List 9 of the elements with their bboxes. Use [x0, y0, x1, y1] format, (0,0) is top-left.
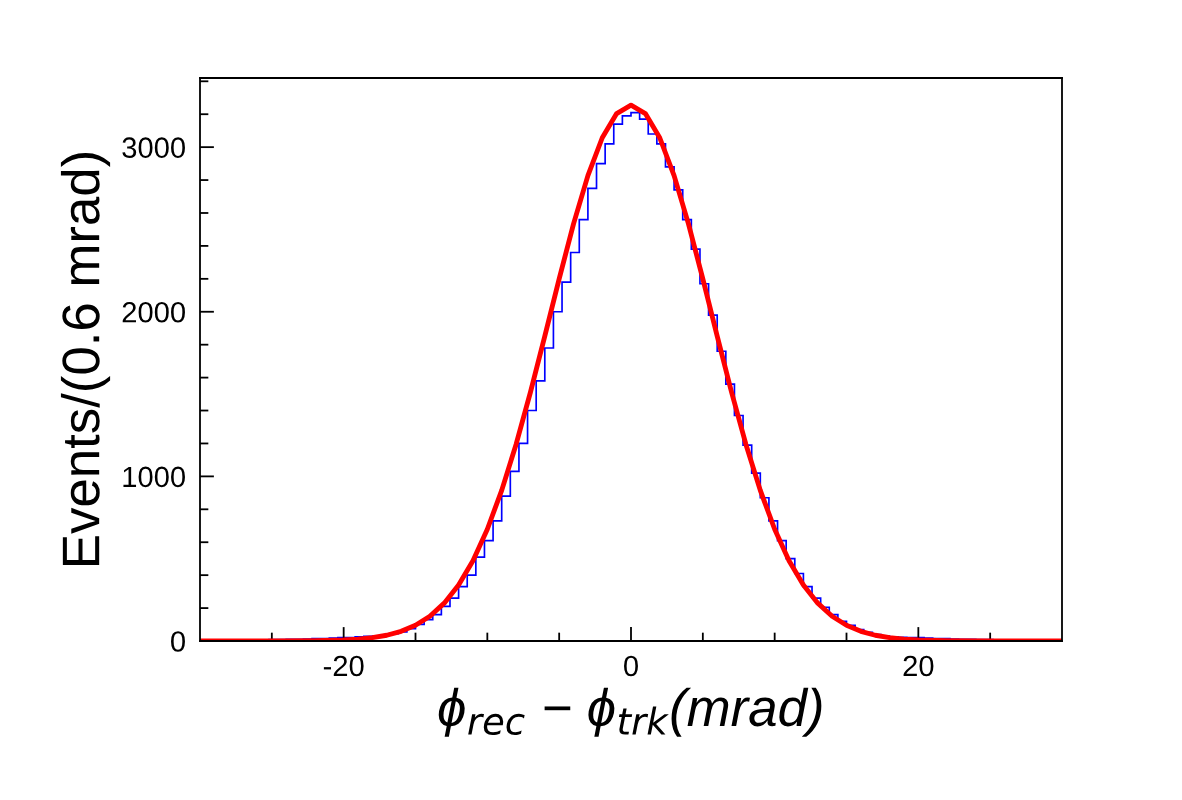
x-tick-label: 20	[903, 655, 934, 677]
y-tick-label: 1000	[123, 466, 185, 488]
y-tick-label: 0	[171, 631, 185, 652]
x-tick-label: -20	[323, 655, 364, 677]
y-tick-label: 3000	[122, 137, 185, 158]
x-axis-title: ϕ$_{rec}$ − ϕ$_{trk}$(mrad)	[438, 687, 822, 737]
y-tick-label: 2000	[122, 301, 185, 323]
x-tick-label: 0	[624, 655, 638, 677]
y-axis-title: Events/(0.6 mrad)	[60, 153, 111, 565]
